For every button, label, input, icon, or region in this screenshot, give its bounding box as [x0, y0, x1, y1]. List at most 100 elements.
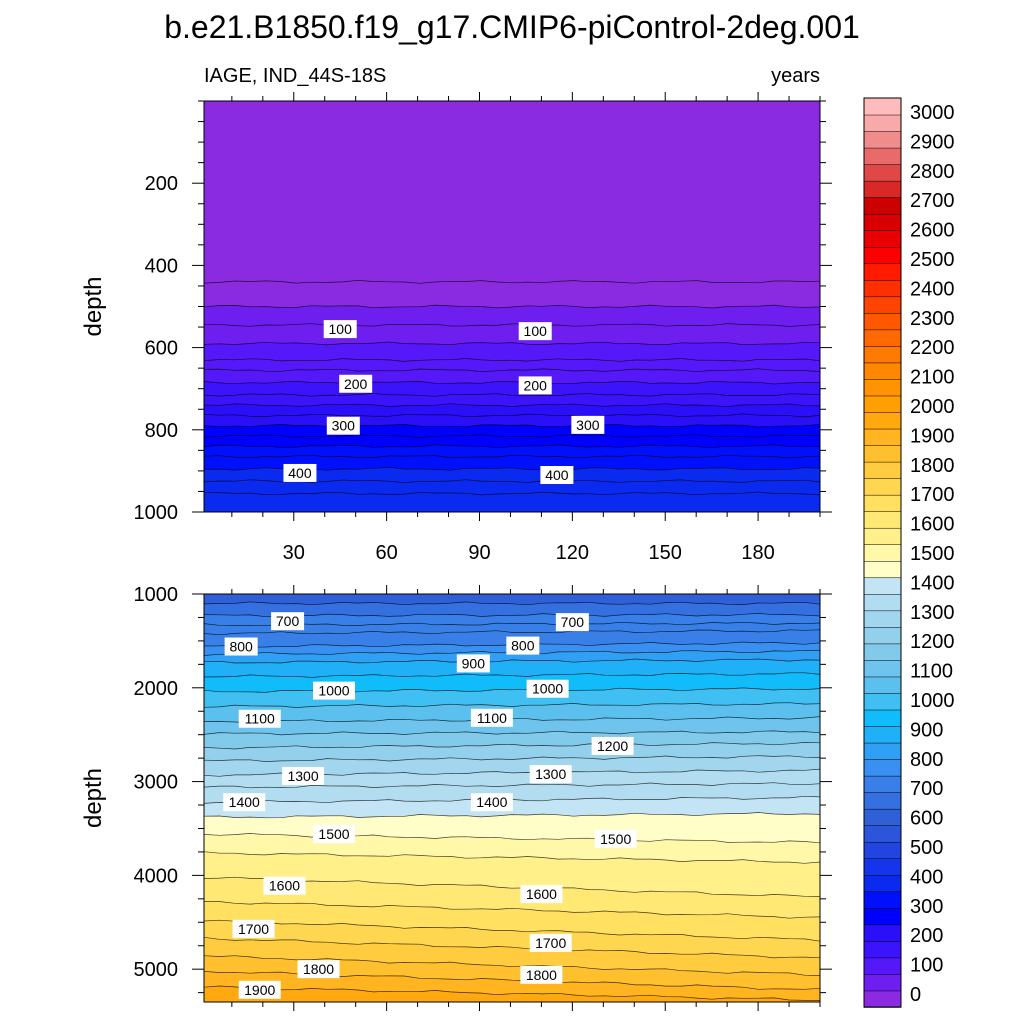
colorbar-swatch	[863, 246, 902, 265]
y-axis-label: depth	[80, 768, 107, 828]
contour-line	[204, 393, 820, 397]
colorbar-label: 1000	[910, 690, 955, 712]
colorbar-swatch	[863, 378, 902, 397]
colorbar-label: 800	[910, 749, 943, 771]
contour-label: 1600	[520, 885, 563, 904]
y-tick-label: 4000	[134, 865, 179, 887]
y-tick-label: 2000	[134, 678, 179, 700]
colorbar-label: 1200	[910, 631, 955, 653]
colorbar-swatch	[863, 296, 902, 314]
contour-line	[204, 919, 820, 942]
colorbar-label: 2500	[910, 249, 955, 271]
colorbar-label: 1400	[910, 572, 955, 594]
plot-frame	[203, 593, 821, 1003]
contour-label: 400	[540, 466, 574, 485]
contour-line	[204, 876, 820, 897]
colorbar-label: 0	[910, 984, 921, 1006]
svg-text:800: 800	[229, 639, 253, 655]
contour-line	[204, 985, 820, 1001]
colorbar-swatch	[863, 758, 902, 777]
contour-line	[204, 782, 820, 789]
y-tick-label: 800	[145, 420, 178, 442]
svg-text:1300: 1300	[287, 768, 318, 784]
contour-label: 1600	[263, 876, 306, 895]
y-tick-label: 1000	[134, 502, 179, 524]
colorbar-swatch	[863, 907, 902, 926]
x-tick-label: 180	[741, 542, 774, 564]
contour-label: 1200	[591, 736, 634, 755]
x-tick-label: 150	[649, 542, 682, 564]
colorbar-swatch	[863, 213, 902, 231]
y-tick-label: 200	[145, 173, 178, 195]
colorbar-swatch	[863, 643, 902, 661]
colorbar-swatch	[863, 428, 902, 446]
colorbar-label: 2800	[910, 161, 955, 183]
colorbar: 0 100 200 300 400 500 600 700 800 900 1000 1100 1200…	[863, 97, 955, 1008]
contour-label: 700	[271, 612, 305, 631]
colorbar-swatch	[863, 494, 902, 512]
contour-line	[204, 413, 820, 418]
svg-text:1400: 1400	[229, 794, 260, 810]
contour-label: 100	[323, 320, 357, 339]
colorbar-label: 300	[910, 896, 943, 918]
colorbar-swatch	[863, 891, 902, 909]
colorbar-label: 2100	[910, 367, 955, 389]
colorbar-label: 700	[910, 778, 943, 800]
svg-text:900: 900	[462, 655, 486, 671]
colorbar-swatch	[863, 411, 902, 430]
colorbar-label: 2600	[910, 220, 955, 242]
units-label: years	[771, 65, 820, 87]
svg-text:200: 200	[344, 376, 368, 392]
contour-line	[204, 403, 820, 407]
contour-line	[204, 702, 820, 708]
colorbar-label: 1600	[910, 514, 955, 536]
colorbar-swatch	[863, 543, 902, 562]
colorbar-label: 1300	[910, 602, 955, 624]
svg-text:1900: 1900	[244, 982, 275, 998]
colorbar-label: 600	[910, 808, 943, 830]
contour-line	[204, 936, 820, 959]
y-tick-label: 400	[145, 255, 178, 277]
contour-label: 800	[224, 637, 258, 656]
contour-line	[204, 434, 820, 438]
colorbar-swatch	[863, 593, 902, 612]
svg-text:300: 300	[332, 418, 356, 434]
contour-line	[204, 454, 820, 459]
colorbar-swatch	[863, 659, 902, 678]
colorbar-label: 1800	[910, 455, 955, 477]
colorbar-label: 2000	[910, 396, 955, 418]
contour-band	[204, 492, 820, 512]
colorbar-swatch	[863, 461, 902, 479]
contour-line	[204, 851, 820, 864]
colorbar-swatch	[863, 824, 902, 843]
svg-text:800: 800	[511, 638, 535, 654]
contour-line	[204, 601, 820, 606]
colorbar-swatch	[863, 924, 902, 942]
colorbar-label: 1100	[910, 661, 953, 683]
colorbar-swatch	[863, 874, 902, 893]
x-tick-label: 90	[468, 542, 490, 564]
colorbar-swatch	[863, 196, 902, 215]
colorbar-swatch	[863, 577, 902, 595]
contour-label: 300	[571, 415, 605, 434]
colorbar-label: 3000	[910, 102, 955, 124]
contour-line	[204, 621, 820, 627]
contour-line	[204, 479, 820, 483]
svg-text:700: 700	[561, 614, 585, 630]
svg-text:1800: 1800	[526, 967, 557, 983]
colorbar-swatch	[863, 841, 902, 860]
contour-label: 1000	[313, 681, 356, 700]
contour-label: 400	[283, 463, 317, 482]
y-tick-label: 5000	[134, 959, 179, 981]
colorbar-swatch	[863, 742, 902, 760]
colorbar-swatch	[863, 626, 902, 645]
colorbar-swatch	[863, 147, 902, 165]
colorbar-swatch	[863, 263, 902, 281]
contour-label: 1700	[529, 933, 572, 952]
contour-line	[204, 687, 820, 693]
colorbar-label: 2400	[910, 278, 955, 300]
contour-line	[204, 755, 820, 762]
svg-text:400: 400	[545, 467, 569, 483]
colorbar-swatch	[863, 973, 902, 992]
svg-text:1100: 1100	[477, 710, 507, 726]
